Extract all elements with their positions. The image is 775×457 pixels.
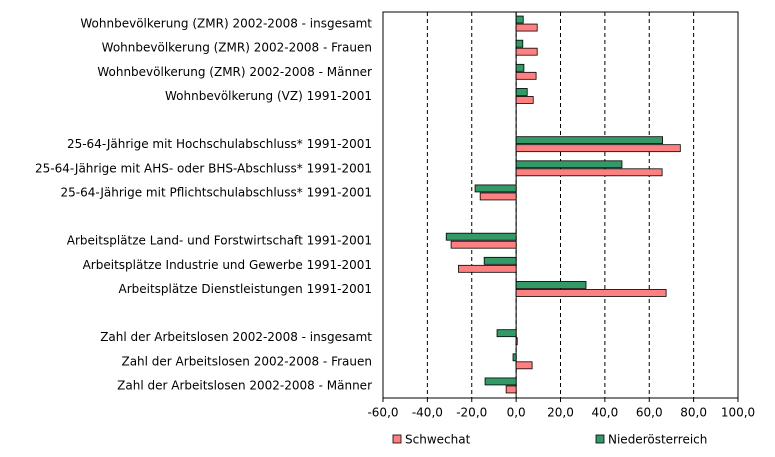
bar [484, 377, 517, 386]
y-tick-label: Wohnbevölkerung (ZMR) 2002-2008 - Frauen [102, 41, 372, 55]
bar [512, 353, 517, 362]
y-tick-label: Wohnbevölkerung (ZMR) 2002-2008 - insges… [80, 17, 372, 31]
bar [515, 168, 663, 177]
x-tick-label: 80,0 [680, 406, 707, 420]
bar [496, 329, 517, 338]
x-tick-label: -40,0 [412, 406, 443, 420]
y-tick-label: 25-64-Jährige mit Pflichtschulabschluss*… [60, 185, 372, 199]
y-tick-label: Wohnbevölkerung (ZMR) 2002-2008 - Männer [97, 65, 372, 79]
bar [515, 289, 667, 297]
bar [450, 240, 517, 249]
x-tick-label: 100,0 [721, 406, 755, 420]
bar [515, 47, 538, 56]
y-tick-label: Arbeitsplätze Land- und Forstwirtschaft … [67, 234, 372, 248]
x-tick-label: 40,0 [592, 406, 619, 420]
legend-label: Schwechat [405, 433, 471, 447]
bar [474, 184, 517, 193]
y-tick-label: 25-64-Jährige mit AHS- oder BHS-Abschlus… [35, 161, 372, 175]
y-tick-label: Zahl der Arbeitslosen 2002-2008 - insges… [100, 330, 372, 344]
x-tick-label: -20,0 [456, 406, 487, 420]
bar [515, 144, 681, 153]
bar [515, 15, 524, 24]
y-tick-label: Zahl der Arbeitslosen 2002-2008 - Männer [117, 378, 372, 392]
bar [458, 264, 517, 273]
y-tick-label: Zahl der Arbeitslosen 2002-2008 - Frauen [121, 354, 372, 368]
bar [483, 256, 517, 265]
bar [505, 385, 517, 394]
bar [515, 281, 587, 289]
y-tick-label: Arbeitsplätze Industrie und Gewerbe 1991… [83, 258, 372, 272]
bar [515, 337, 518, 346]
x-tick-label: 20,0 [547, 406, 574, 420]
bar [515, 96, 534, 104]
bar [479, 192, 517, 201]
bar [515, 39, 524, 48]
y-tick-label: Wohnbevölkerung (VZ) 1991-2001 [165, 89, 372, 103]
bar [515, 63, 525, 72]
bar [515, 361, 533, 370]
legend-swatch [595, 434, 605, 444]
legend-label: Niederösterreich [608, 433, 707, 447]
bar [515, 160, 623, 169]
legend-swatch [392, 434, 402, 444]
y-tick-label: Arbeitsplätze Dienstleistungen 1991-2001 [118, 282, 372, 296]
bar [445, 232, 517, 241]
x-tick-label: -60,0 [367, 406, 398, 420]
y-tick-label: 25-64-Jährige mit Hochschulabschluss* 19… [67, 137, 372, 151]
bar [515, 88, 528, 96]
x-tick-label: 0,0 [507, 406, 526, 420]
bar [515, 136, 663, 145]
x-tick-label: 60,0 [636, 406, 663, 420]
bar [515, 71, 537, 80]
bar [515, 23, 538, 32]
